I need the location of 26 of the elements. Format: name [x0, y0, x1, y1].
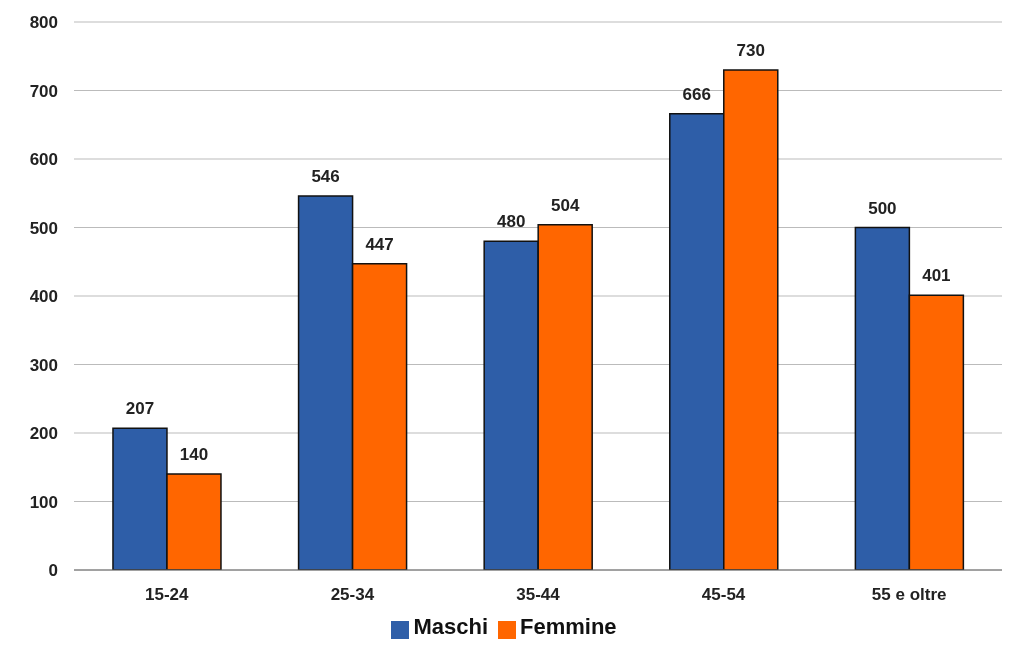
- data-label: 140: [179, 445, 209, 465]
- data-label: 447: [365, 234, 394, 254]
- legend-label: Femmine: [520, 614, 617, 639]
- y-tick-label: 0: [48, 561, 58, 581]
- data-label: 207: [125, 399, 155, 419]
- data-label: 546: [311, 166, 340, 186]
- data-label: 401: [922, 266, 951, 286]
- data-label: 500: [868, 198, 897, 218]
- y-tick-label: 700: [29, 81, 58, 101]
- y-tick-label: 100: [29, 492, 58, 512]
- x-tick-label: 25-34: [330, 585, 375, 605]
- x-tick-label: 55 e oltre: [871, 585, 947, 605]
- y-tick-label: 600: [29, 150, 58, 170]
- x-tick-label: 45-54: [701, 585, 746, 605]
- data-label: 730: [736, 40, 765, 60]
- legend-label: Maschi: [413, 614, 488, 639]
- x-tick-label: 35-44: [516, 585, 561, 605]
- x-tick-label: 15-24: [145, 585, 190, 605]
- data-label: 666: [682, 84, 711, 104]
- y-tick-label: 400: [29, 287, 58, 307]
- y-tick-label: 200: [29, 424, 58, 444]
- y-tick-label: 800: [29, 13, 58, 33]
- data-label: 504: [550, 195, 580, 215]
- y-tick-label: 500: [29, 218, 58, 238]
- y-tick-label: 300: [29, 355, 58, 375]
- data-label: 480: [496, 212, 526, 232]
